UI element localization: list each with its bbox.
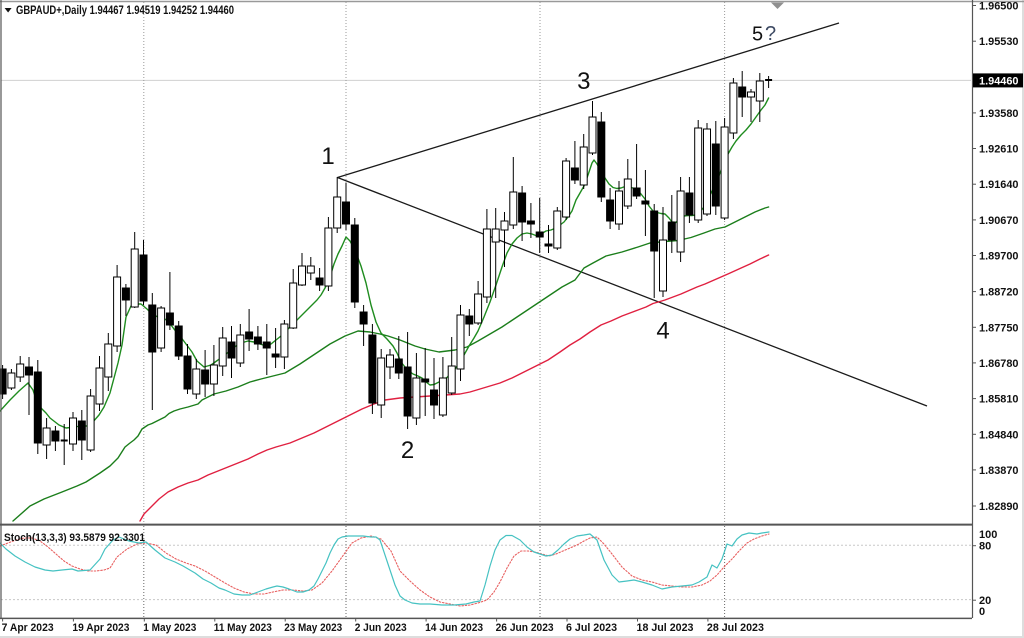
svg-text:11 May 2023: 11 May 2023 <box>214 622 272 634</box>
svg-text:1.83870: 1.83870 <box>979 465 1019 477</box>
svg-text:1.87750: 1.87750 <box>979 322 1019 334</box>
svg-text:2: 2 <box>401 437 414 464</box>
svg-text:0: 0 <box>979 606 985 618</box>
svg-text:2 Jun 2023: 2 Jun 2023 <box>355 622 407 634</box>
svg-text:80: 80 <box>979 541 991 553</box>
svg-text:1.88720: 1.88720 <box>979 287 1019 299</box>
svg-text:1.84840: 1.84840 <box>979 429 1019 441</box>
svg-text:6 Jul 2023: 6 Jul 2023 <box>566 622 617 634</box>
svg-text:Stoch(13,3,3) 93.5879 92.3301: Stoch(13,3,3) 93.5879 92.3301 <box>4 532 145 544</box>
svg-text:1: 1 <box>321 143 334 170</box>
svg-text:1.82890: 1.82890 <box>979 501 1019 513</box>
svg-text:1.94460: 1.94460 <box>979 76 1019 88</box>
svg-text:1.90670: 1.90670 <box>979 215 1019 227</box>
svg-text:GBPAUD+,Daily 1.94467 1.94519: GBPAUD+,Daily 1.94467 1.94519 1.94252 1.… <box>16 3 234 17</box>
svg-text:1.91640: 1.91640 <box>979 179 1019 191</box>
svg-text:1.85810: 1.85810 <box>979 394 1019 406</box>
svg-text:7 Apr 2023: 7 Apr 2023 <box>2 622 54 634</box>
svg-text:5: 5 <box>752 24 763 46</box>
svg-text:?: ? <box>765 23 776 45</box>
svg-text:1.95530: 1.95530 <box>979 36 1019 48</box>
svg-text:100: 100 <box>979 529 997 541</box>
svg-text:26 Jun 2023: 26 Jun 2023 <box>496 622 554 634</box>
svg-text:1.93580: 1.93580 <box>979 108 1019 120</box>
svg-text:23 May 2023: 23 May 2023 <box>284 622 342 634</box>
svg-text:1.89700: 1.89700 <box>979 251 1019 263</box>
svg-text:14 Jun 2023: 14 Jun 2023 <box>425 622 483 634</box>
svg-text:1.92610: 1.92610 <box>979 144 1019 156</box>
svg-text:19 Apr 2023: 19 Apr 2023 <box>72 622 129 634</box>
svg-text:1.96500: 1.96500 <box>979 1 1019 13</box>
svg-text:4: 4 <box>656 318 669 345</box>
svg-text:1.86780: 1.86780 <box>979 358 1019 370</box>
svg-text:28 Jul 2023: 28 Jul 2023 <box>707 622 764 634</box>
svg-text:1 May 2023: 1 May 2023 <box>143 622 196 634</box>
svg-text:18 Jul 2023: 18 Jul 2023 <box>637 622 694 634</box>
svg-text:20: 20 <box>979 595 991 607</box>
svg-text:3: 3 <box>577 68 590 95</box>
